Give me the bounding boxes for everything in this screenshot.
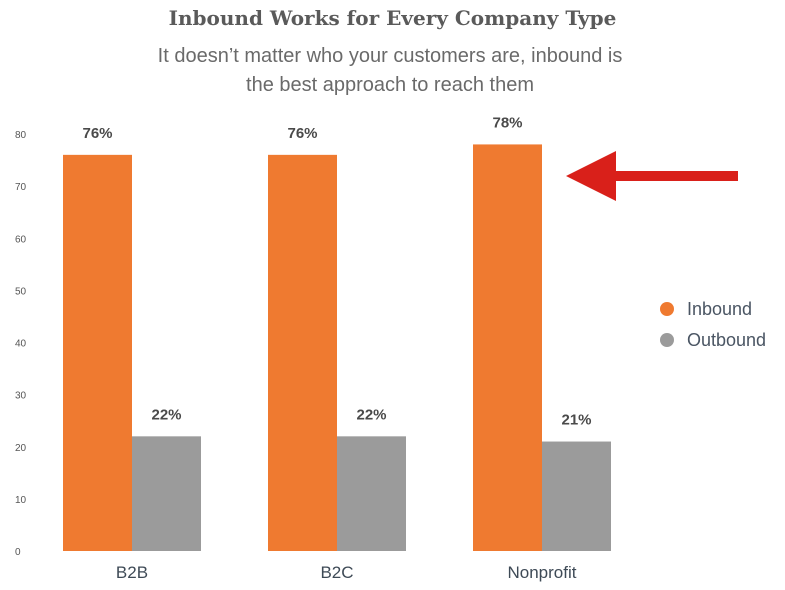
bar-outbound-b2c [337, 436, 406, 551]
x-category-label: Nonprofit [508, 563, 577, 582]
data-label: 22% [151, 406, 181, 423]
data-label: 22% [356, 406, 386, 423]
data-label: 76% [82, 125, 112, 142]
chart-title: Inbound Works for Every Company Type [168, 6, 617, 30]
y-tick-label: 60 [15, 234, 27, 245]
y-tick-label: 40 [15, 339, 27, 350]
x-category-label: B2B [116, 563, 148, 582]
y-tick-label: 0 [15, 547, 21, 558]
y-tick-label: 20 [15, 443, 27, 454]
legend-label-inbound: Inbound [687, 299, 752, 319]
bar-outbound-nonprofit [542, 441, 611, 551]
x-category-label: B2C [320, 563, 353, 582]
chart-subtitle: It doesn’t matter who your customers are… [157, 45, 623, 96]
data-label: 78% [492, 114, 522, 131]
y-tick-label: 80 [15, 130, 27, 141]
y-tick-label: 50 [15, 286, 27, 297]
bar-inbound-b2b [63, 154, 132, 551]
legend-label-outbound: Outbound [687, 330, 766, 350]
y-tick-label: 10 [15, 495, 27, 506]
y-tick-label: 70 [15, 182, 27, 193]
bar-inbound-b2c [268, 154, 337, 551]
legend-swatch-inbound [660, 302, 674, 316]
bar-inbound-nonprofit [473, 144, 542, 552]
data-label: 76% [287, 125, 317, 142]
y-tick-label: 30 [15, 391, 27, 402]
bar-outbound-b2b [132, 436, 201, 551]
data-label: 21% [561, 412, 591, 429]
annotation-arrow-head [566, 151, 616, 201]
legend-swatch-outbound [660, 333, 674, 347]
